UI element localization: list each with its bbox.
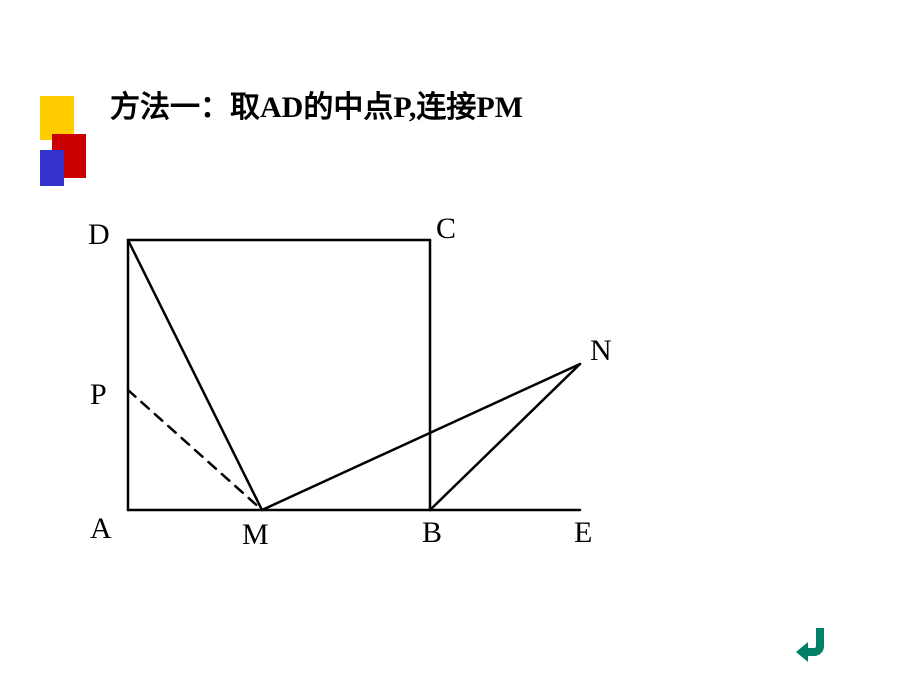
u-turn-icon	[790, 620, 838, 668]
point-label-M: M	[242, 518, 269, 551]
point-label-N: N	[590, 334, 612, 367]
point-label-P: P	[90, 378, 107, 411]
segment-MN	[262, 364, 580, 510]
segment-DM	[128, 240, 262, 510]
return-button[interactable]	[790, 620, 838, 668]
point-label-B: B	[422, 516, 442, 549]
point-label-D: D	[88, 218, 110, 251]
segment-PM	[128, 390, 262, 510]
u-turn-icon-path	[796, 628, 824, 662]
point-label-C: C	[436, 212, 456, 245]
segment-BN	[430, 364, 580, 510]
point-label-E: E	[574, 516, 592, 549]
geometry-diagram: A B C D M E N P	[0, 0, 920, 690]
point-label-A: A	[90, 512, 112, 545]
slide: 方法一：取AD的中点P,连接PM ABCDMENP	[0, 0, 920, 690]
diagram-lines	[128, 240, 580, 510]
diagram-labels: A B C D M E N P	[88, 212, 612, 551]
